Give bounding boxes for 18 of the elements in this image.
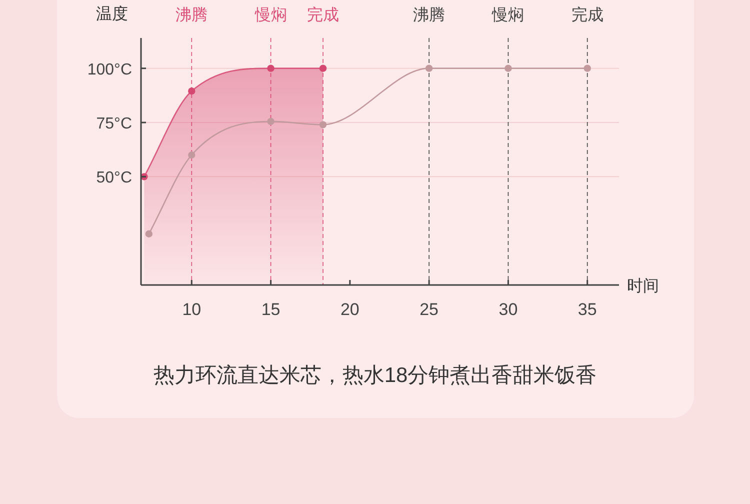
x-tick-label: 25	[420, 300, 439, 319]
y-axis-title: 温度	[96, 5, 128, 23]
ref-line-label: 沸腾	[176, 6, 208, 24]
y-tick-label: 50°C	[96, 170, 132, 187]
text: 热力环流直达米芯，热水18分钟煮出香甜米饭香	[153, 364, 597, 387]
x-tick-label: 20	[340, 300, 360, 319]
x-tick-label: 15	[261, 300, 280, 319]
x-tick-label: 35	[578, 300, 597, 319]
ref-line-label: 慢焖	[491, 7, 524, 24]
x-tick-label: 30	[498, 300, 518, 319]
ref-line-label: 完成	[307, 6, 340, 24]
x-axis-title: 时间	[627, 277, 659, 295]
ref-line-label: 完成	[571, 6, 604, 24]
x-tick-label: 10	[182, 300, 202, 319]
ref-line-label: 慢焖	[254, 7, 287, 24]
y-tick-label: 100°C	[87, 61, 132, 78]
ref-line-label: 沸腾	[413, 6, 446, 24]
y-tick-label: 75°C	[96, 116, 132, 132]
